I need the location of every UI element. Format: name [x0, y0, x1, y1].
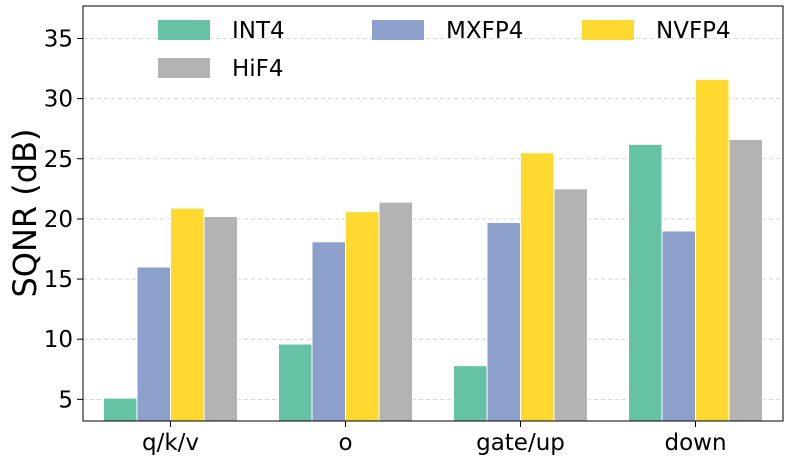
legend-swatch-mxfp4 — [372, 20, 424, 40]
bar-hif4-1 — [378, 201, 413, 422]
x-tick-label: q/k/v — [142, 430, 199, 456]
legend-swatch-int4 — [158, 20, 210, 40]
legend-label-hif4: HiF4 — [232, 56, 284, 82]
x-tick-label: down — [664, 430, 726, 456]
y-tick-label: 20 — [44, 207, 73, 233]
y-tick-label: 25 — [44, 147, 73, 173]
bar-mxfp4-3 — [661, 230, 696, 422]
y-tick-label: 15 — [44, 267, 73, 293]
bar-int4-3 — [628, 143, 663, 422]
legend: INT4 MXFP4 NVFP4 HiF4 — [158, 18, 731, 82]
legend-swatch-hif4 — [158, 58, 210, 78]
bar-hif4-0 — [203, 216, 238, 422]
x-tick-label: gate/up — [476, 430, 565, 456]
legend-label-mxfp4: MXFP4 — [446, 18, 523, 44]
legend-label-nvfp4: NVFP4 — [656, 18, 731, 44]
bar-mxfp4-0 — [136, 266, 171, 422]
bar-int4-0 — [103, 397, 138, 422]
bar-nvfp4-3 — [695, 78, 730, 422]
y-tick-label: 30 — [44, 87, 73, 113]
plot-frame — [82, 5, 784, 422]
bar-mxfp4-1 — [311, 241, 346, 422]
bar-hif4-3 — [728, 139, 763, 422]
y-tick-label: 5 — [58, 387, 73, 413]
y-tick-label: 10 — [44, 327, 73, 353]
x-tick-label: o — [338, 430, 352, 456]
legend-label-int4: INT4 — [232, 18, 285, 44]
bar-int4-1 — [278, 343, 313, 422]
legend-swatch-nvfp4 — [582, 20, 634, 40]
bars — [103, 78, 763, 422]
x-axis-ticks: q/k/v o gate/up down — [142, 421, 727, 456]
bar-hif4-2 — [553, 188, 588, 422]
bar-nvfp4-1 — [345, 211, 380, 422]
bar-int4-2 — [453, 365, 488, 422]
y-tick-label: 35 — [44, 26, 73, 52]
bar-nvfp4-2 — [520, 152, 555, 422]
y-axis-title: SQNR (dB) — [6, 128, 44, 297]
bar-mxfp4-2 — [486, 222, 521, 422]
bar-nvfp4-0 — [170, 207, 205, 422]
y-axis-ticks: 5 10 15 20 25 30 35 — [44, 26, 83, 413]
